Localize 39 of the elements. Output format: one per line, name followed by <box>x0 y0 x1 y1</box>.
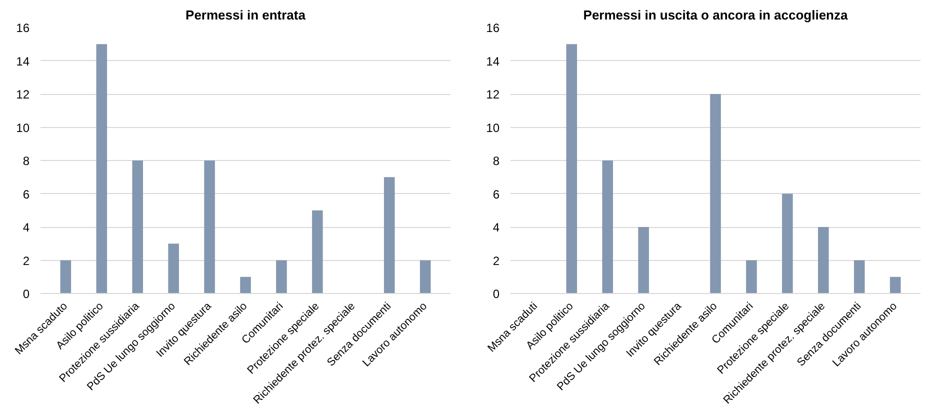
bar <box>710 94 721 294</box>
bar <box>818 227 829 294</box>
y-tick-label: 16 <box>16 21 30 35</box>
bar <box>782 194 793 294</box>
y-tick-label: 8 <box>492 154 500 168</box>
bar <box>566 44 578 294</box>
bar <box>312 210 323 294</box>
bar <box>384 177 395 294</box>
bar <box>60 260 72 294</box>
y-tick-label: 10 <box>16 120 30 135</box>
bar <box>96 44 108 294</box>
bar <box>746 260 757 294</box>
bar <box>602 160 613 294</box>
bar <box>890 276 901 294</box>
bar <box>240 276 251 294</box>
chart-title: Permessi in uscita o ancora in accoglienza <box>583 8 848 22</box>
bar <box>638 227 649 294</box>
y-tick-label: 4 <box>492 220 500 234</box>
y-tick-label: 6 <box>492 187 500 202</box>
y-tick-label: 14 <box>16 54 30 68</box>
y-tick-label: 8 <box>22 154 30 168</box>
y-tick-label: 0 <box>492 287 500 301</box>
y-tick-label: 16 <box>486 21 500 35</box>
y-tick-label: 12 <box>486 88 500 102</box>
y-tick-label: 2 <box>492 254 500 268</box>
bar <box>420 260 431 294</box>
y-tick-label: 14 <box>486 54 500 68</box>
y-tick-label: 10 <box>486 120 500 135</box>
bar <box>276 260 287 294</box>
bar <box>168 244 179 294</box>
chart-title: Permessi in entrata <box>186 8 306 22</box>
y-tick-label: 4 <box>22 220 30 234</box>
y-tick-label: 6 <box>22 187 30 202</box>
bar <box>204 160 215 294</box>
y-tick-label: 2 <box>22 254 30 268</box>
bar <box>854 260 865 294</box>
y-tick-label: 0 <box>22 287 30 301</box>
y-tick-label: 12 <box>16 88 30 102</box>
bar <box>132 160 143 294</box>
